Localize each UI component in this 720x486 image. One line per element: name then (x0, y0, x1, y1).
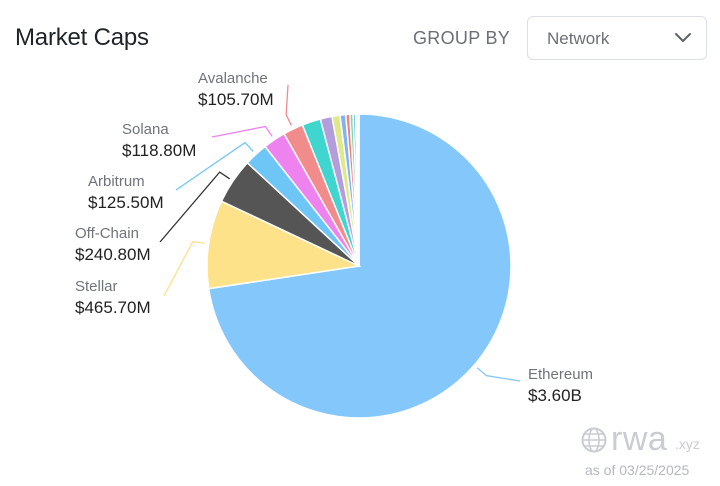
watermark-brand: rwa (611, 420, 668, 458)
leader-line-avalanche (285, 84, 292, 126)
pie-slice-other-14[interactable] (356, 113, 360, 267)
slice-value-label: $3.60B (528, 386, 582, 405)
globe-icon (581, 427, 607, 453)
leader-line-ethereum (476, 367, 521, 382)
slice-value-label: $105.70M (198, 90, 274, 109)
slice-value-label: $118.80M (122, 141, 196, 160)
slice-value-label: $465.70M (75, 298, 151, 317)
leader-line-solana (211, 125, 273, 138)
slice-name-label: Avalanche (198, 70, 268, 87)
leader-line-arbitrum (175, 141, 254, 191)
pie-slice-stellar[interactable] (206, 200, 362, 290)
slice-name-label: Solana (122, 121, 169, 138)
pie-slices (206, 113, 512, 419)
slice-name-label: Stellar (75, 278, 118, 295)
slice-name-label: Ethereum (528, 366, 593, 383)
leader-line-off-chain (159, 171, 231, 243)
slice-value-label: $240.80M (75, 245, 151, 264)
slice-name-label: Off-Chain (75, 225, 139, 242)
slice-value-label: $125.50M (88, 193, 164, 212)
group-by-select[interactable]: Network (527, 16, 707, 60)
leader-line-stellar (163, 240, 205, 297)
watermark-suffix: .xyz (675, 436, 700, 452)
slice-name-label: Arbitrum (88, 173, 145, 190)
group-by-selected-value: Network (547, 29, 610, 48)
group-by-label: GROUP BY (413, 28, 511, 48)
pie-labels: Ethereum $3.60B Stellar $465.70M Off-Chain $2… (75, 70, 593, 405)
chevron-down-icon[interactable] (674, 31, 692, 43)
chart-title: Market Caps (15, 24, 149, 51)
pie-leader-lines (159, 84, 521, 382)
as-of-date: as of 03/25/2025 (585, 462, 690, 478)
